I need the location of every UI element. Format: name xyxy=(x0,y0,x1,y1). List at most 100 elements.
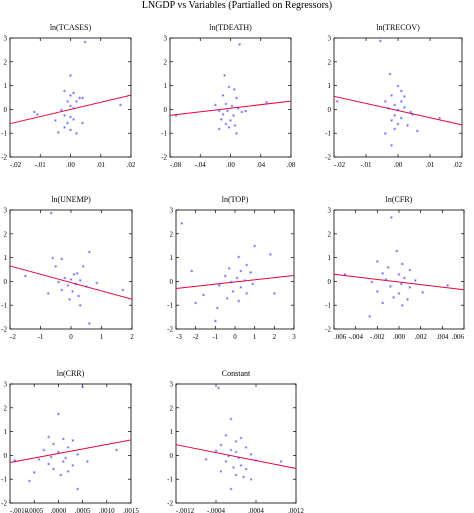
data-point: * xyxy=(245,445,248,452)
data-point: * xyxy=(235,440,238,447)
data-point: * xyxy=(408,268,411,275)
y-tick-label: -1 xyxy=(1,476,7,484)
y-tick-label: -1 xyxy=(167,302,173,310)
data-point: * xyxy=(76,271,79,278)
data-point: * xyxy=(81,96,84,103)
y-tick-label: 0 xyxy=(164,106,168,114)
data-point: * xyxy=(249,270,252,277)
fit-line xyxy=(175,444,297,469)
panel-title: ln(TOP) xyxy=(222,195,249,204)
y-tick-label: 2 xyxy=(328,58,332,66)
data-point: * xyxy=(232,289,235,296)
data-point: * xyxy=(255,459,258,466)
data-point: * xyxy=(227,454,230,461)
data-point: * xyxy=(13,459,16,466)
data-point: * xyxy=(77,294,80,301)
data-point: * xyxy=(406,298,409,305)
data-point: * xyxy=(221,113,224,120)
data-point: * xyxy=(69,94,72,101)
data-point: * xyxy=(227,85,230,92)
data-point: * xyxy=(62,460,65,467)
data-point: * xyxy=(411,113,414,120)
data-point: * xyxy=(376,260,379,267)
data-point: * xyxy=(72,107,75,114)
data-point: * xyxy=(47,435,50,442)
data-point: * xyxy=(251,282,254,289)
data-point: * xyxy=(406,123,409,130)
data-point: * xyxy=(368,314,371,321)
data-point: * xyxy=(421,291,424,298)
y-tick-label: -2 xyxy=(1,500,7,508)
data-point: * xyxy=(82,264,85,271)
y-tick-label: -2 xyxy=(161,154,167,162)
data-point: * xyxy=(230,448,233,455)
data-point: * xyxy=(225,434,228,441)
y-tick-label: 3 xyxy=(328,207,332,215)
data-point: * xyxy=(229,119,232,126)
x-tick-label: .00 xyxy=(394,161,403,169)
data-point: * xyxy=(400,282,403,289)
x-tick-label: .0004 xyxy=(248,507,264,513)
data-point: * xyxy=(336,99,339,106)
y-tick-label: 0 xyxy=(4,278,8,286)
data-point: * xyxy=(389,285,392,292)
data-point: * xyxy=(245,467,248,474)
data-point: * xyxy=(64,456,67,463)
y-tick-label: -2 xyxy=(167,500,173,508)
data-point: * xyxy=(69,104,72,111)
x-tick-label: .004 xyxy=(436,333,449,341)
data-point: * xyxy=(75,132,78,139)
x-tick-label: .0015 xyxy=(123,507,139,513)
y-tick-label: 3 xyxy=(170,207,174,215)
data-point: * xyxy=(376,289,379,296)
data-point: * xyxy=(250,453,253,460)
data-point: * xyxy=(72,91,75,98)
data-point: * xyxy=(38,457,41,464)
data-point: * xyxy=(235,473,238,480)
data-point: * xyxy=(240,463,243,470)
data-point: * xyxy=(232,466,235,473)
x-tick-label: .0000 xyxy=(51,507,67,513)
data-point: * xyxy=(60,288,63,295)
data-point: * xyxy=(414,279,417,286)
data-point: * xyxy=(60,257,63,264)
x-tick-label: .006 xyxy=(334,333,347,341)
data-point: * xyxy=(393,114,396,121)
data-point: * xyxy=(52,467,55,474)
data-point: * xyxy=(227,126,230,133)
data-point: * xyxy=(68,298,71,305)
data-point: * xyxy=(95,281,98,288)
y-tick-label: 0 xyxy=(328,106,332,114)
data-point: * xyxy=(57,450,60,457)
data-point: * xyxy=(223,73,226,80)
data-point: * xyxy=(224,274,227,281)
y-tick-label: 0 xyxy=(328,278,332,286)
x-tick-label: .01 xyxy=(426,161,435,169)
data-point: * xyxy=(205,457,208,464)
x-tick-label: -.01 xyxy=(360,161,372,169)
data-point: * xyxy=(66,121,69,128)
data-point: * xyxy=(400,99,403,106)
x-tick-label: 2 xyxy=(273,333,277,341)
y-tick-label: -1 xyxy=(1,130,7,138)
data-point: * xyxy=(243,279,246,286)
panel-title: ln(CFR) xyxy=(386,195,413,204)
data-point: * xyxy=(78,96,81,103)
data-point: * xyxy=(59,473,62,480)
data-point: * xyxy=(409,110,412,117)
data-point: * xyxy=(79,279,82,286)
data-point: * xyxy=(265,101,268,108)
y-tick-label: 2 xyxy=(4,58,8,66)
y-tick-label: 3 xyxy=(328,35,332,43)
data-point: * xyxy=(234,123,237,130)
data-point: * xyxy=(69,73,72,80)
data-point: * xyxy=(384,99,387,106)
x-tick-label: .0012 xyxy=(288,507,304,513)
fit-line xyxy=(9,439,132,464)
data-point: * xyxy=(230,487,233,494)
data-point: * xyxy=(57,412,60,419)
data-point: * xyxy=(63,276,66,283)
data-point: * xyxy=(220,117,223,124)
